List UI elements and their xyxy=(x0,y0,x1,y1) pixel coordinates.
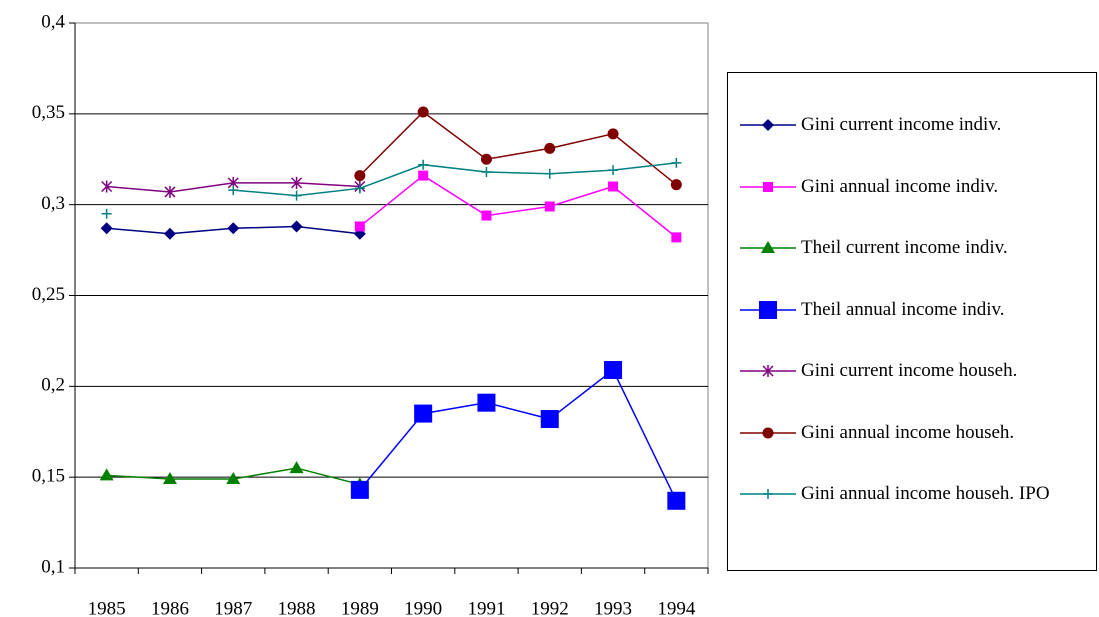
series-line xyxy=(359,368,678,502)
marker xyxy=(227,222,240,235)
marker xyxy=(763,181,773,192)
marker xyxy=(101,180,113,193)
marker xyxy=(607,128,619,140)
marker xyxy=(604,360,623,379)
y-tick-label: 0,35 xyxy=(32,102,65,123)
marker xyxy=(163,227,176,240)
marker xyxy=(101,208,112,219)
marker xyxy=(544,168,555,179)
marker xyxy=(480,153,492,165)
marker xyxy=(481,166,492,177)
series-line xyxy=(359,111,677,186)
legend-label: Gini current income househ. xyxy=(801,360,1018,381)
legend-entry: Gini annual income househ. IPO xyxy=(738,482,1093,506)
marker xyxy=(414,404,433,423)
marker xyxy=(481,210,492,221)
legend-entry: Gini current income househ. xyxy=(738,359,1093,383)
marker xyxy=(671,232,682,243)
legend-swatch xyxy=(740,119,796,131)
marker xyxy=(354,170,366,182)
y-tick-label: 0,25 xyxy=(32,284,65,305)
y-tick-label: 0,2 xyxy=(41,375,65,396)
x-tick-label: 1985 xyxy=(88,598,126,617)
marker xyxy=(164,185,176,198)
marker xyxy=(417,106,429,118)
x-tick-label: 1986 xyxy=(151,598,189,617)
marker xyxy=(291,176,303,189)
legend-swatch xyxy=(740,300,796,319)
x-tick-label: 1990 xyxy=(404,598,442,617)
x-tick-label: 1993 xyxy=(594,598,632,617)
marker xyxy=(762,365,774,377)
y-tick-label: 0,15 xyxy=(32,466,65,487)
y-tick-label: 0,4 xyxy=(41,11,65,32)
series-line xyxy=(359,174,677,238)
marker xyxy=(290,220,303,233)
legend-label: Theil current income indiv. xyxy=(801,237,1008,258)
legend-entry: Gini annual income househ. xyxy=(738,421,1093,445)
marker xyxy=(761,241,775,253)
legend-swatch xyxy=(740,489,796,499)
marker xyxy=(228,185,239,196)
legend-entry: Gini current income indiv. xyxy=(738,113,1093,137)
marker xyxy=(608,181,619,192)
marker xyxy=(667,491,686,510)
series-line xyxy=(233,162,677,197)
legend-label: Theil annual income indiv. xyxy=(801,298,1005,320)
legend-label: Gini annual income househ. IPO xyxy=(801,483,1050,504)
marker xyxy=(100,222,113,235)
marker xyxy=(418,170,429,181)
x-tick-label: 1989 xyxy=(341,598,379,617)
marker xyxy=(354,221,365,232)
marker xyxy=(608,165,619,176)
marker xyxy=(544,201,555,212)
y-tick-label: 0,3 xyxy=(41,193,65,214)
marker xyxy=(477,393,496,412)
legend-label: Gini annual income househ. xyxy=(801,421,1015,443)
marker xyxy=(291,190,302,201)
x-tick-label: 1988 xyxy=(278,598,316,617)
marker xyxy=(544,142,556,154)
marker xyxy=(289,461,304,474)
x-tick-label: 1987 xyxy=(214,598,252,617)
marker xyxy=(763,489,773,499)
marker xyxy=(99,468,114,481)
marker xyxy=(162,471,177,484)
legend-entry: Theil current income indiv. xyxy=(738,236,1093,260)
marker xyxy=(418,159,429,170)
legend: Gini current income indiv. Gini annual in… xyxy=(727,72,1097,571)
legend-label: Gini current income indiv. xyxy=(801,114,1002,135)
legend-label: Gini annual income indiv. xyxy=(801,175,999,197)
marker xyxy=(226,471,241,484)
marker xyxy=(354,183,365,194)
legend-swatch xyxy=(740,365,796,377)
legend-swatch xyxy=(740,181,796,192)
legend-swatch xyxy=(740,427,796,438)
marker xyxy=(762,427,774,438)
marker xyxy=(350,480,369,499)
legend-swatch xyxy=(740,241,796,253)
y-tick-label: 0,1 xyxy=(41,556,65,577)
marker xyxy=(540,410,559,429)
marker xyxy=(670,179,682,191)
legend-entry: Theil annual income indiv. xyxy=(738,298,1093,322)
x-tick-label: 1991 xyxy=(467,598,505,617)
marker xyxy=(762,119,774,131)
legend-entry: Gini annual income indiv. xyxy=(738,175,1093,199)
x-tick-label: 1994 xyxy=(657,598,696,617)
marker xyxy=(759,300,777,319)
x-tick-label: 1992 xyxy=(531,598,569,617)
marker xyxy=(671,157,682,168)
